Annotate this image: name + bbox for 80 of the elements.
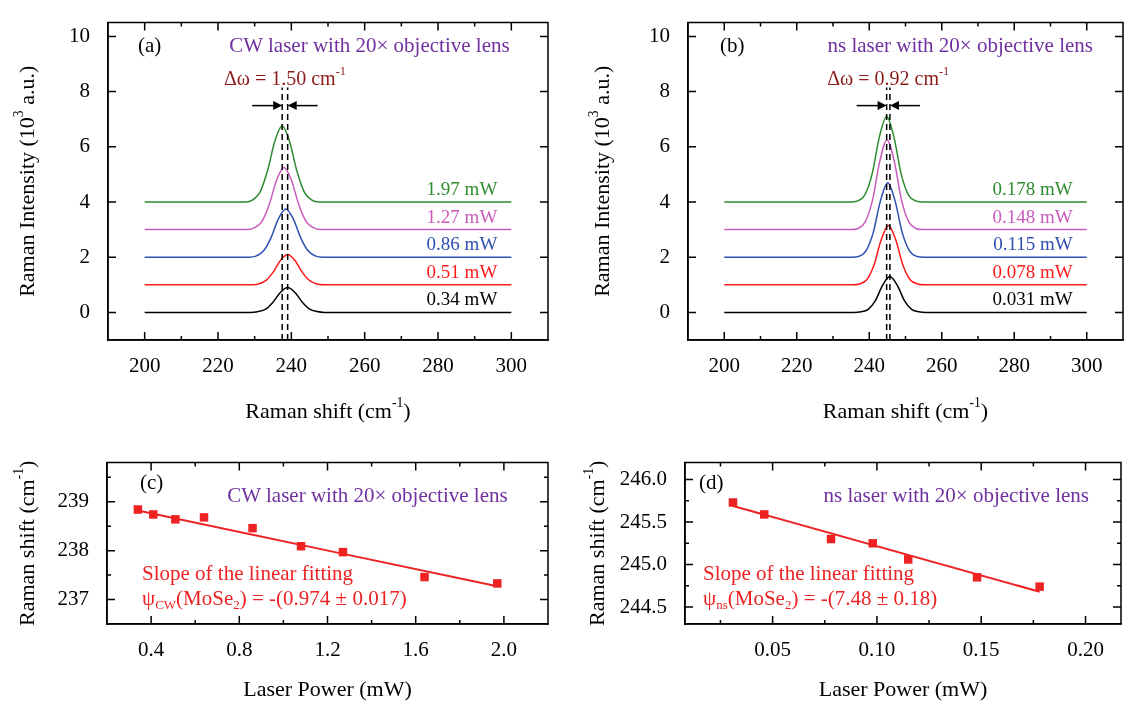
x-tick-label: 1.2: [314, 637, 341, 662]
x-tick-label: 260: [348, 353, 381, 378]
x-tick-label: 200: [128, 353, 161, 378]
y-tick-label: 8: [659, 78, 670, 103]
x-tick-label: 0.20: [1067, 637, 1104, 662]
series-label: 0.115 mW: [993, 232, 1073, 254]
x-tick-label: 280: [998, 353, 1030, 378]
point: [248, 523, 257, 533]
line-series: [723, 224, 1088, 286]
y-tick-label: 244.5: [619, 593, 667, 618]
series-label: 0.148 mW: [992, 205, 1073, 227]
point: [1035, 582, 1044, 591]
y-tick-label: 246.0: [619, 466, 667, 491]
line-series: [143, 208, 513, 258]
x-tick-label: 0.05: [754, 637, 791, 662]
annotation: CW laser with 20× objective lens: [229, 33, 510, 58]
y-tick-label: 245.5: [619, 508, 667, 533]
y-axis-title: Raman shift (cm-1): [581, 460, 609, 626]
x-tick-label: 240: [275, 353, 308, 378]
x-tick-label: 0.10: [858, 637, 896, 662]
x-tick-label: 0.15: [962, 637, 1000, 662]
line-series: [723, 139, 1088, 231]
annotation: (d): [699, 470, 724, 495]
y-tick-label: 2: [79, 243, 90, 268]
y-tick-label: 10: [69, 22, 90, 47]
x-tick-label: 220: [781, 353, 813, 378]
x-tick-label: 280: [422, 353, 454, 378]
series-label: 0.031 mW: [992, 287, 1073, 309]
x-tick-label: 240: [853, 353, 885, 378]
y-tick-label: 10: [649, 22, 670, 47]
x-tick-label: 260: [926, 353, 958, 378]
series-label: 1.97 mW: [426, 177, 498, 199]
x-tick-label: 1.6: [402, 637, 429, 662]
y-tick-label: 0: [659, 298, 670, 323]
y-tick-label: 6: [79, 133, 90, 158]
y-tick-label: 245.0: [619, 551, 667, 576]
y-tick-label: 2: [659, 243, 670, 268]
x-tick-label: 2.0: [490, 637, 518, 662]
y-tick-label: 237: [57, 586, 89, 611]
y-tick-label: 8: [79, 78, 90, 103]
annotation: ns laser with 20× objective lens: [823, 483, 1090, 508]
line-series: [723, 181, 1088, 258]
y-tick-label: 239: [57, 488, 89, 513]
x-axis-title: Laser Power (mW): [243, 675, 412, 701]
line-series: [143, 125, 513, 203]
y-axis-title: Raman Intensity (103 a.u.): [586, 65, 614, 297]
annotation: (b): [720, 33, 745, 58]
y-axis-title: Raman Intensity (103 a.u.): [11, 65, 39, 297]
point: [728, 498, 738, 507]
point: [420, 572, 429, 582]
y-axis-title: Raman shift (cm-1): [11, 460, 39, 626]
annotation: (a): [138, 33, 162, 58]
line-series: [723, 115, 1088, 203]
x-tick-label: 220: [202, 353, 234, 378]
series-label: 0.86 mW: [426, 232, 498, 254]
annotation: Slope of the linear fitting: [703, 561, 915, 586]
line-series: [143, 166, 513, 231]
x-axis-title: Laser Power (mW): [818, 675, 988, 701]
series-label: 0.51 mW: [426, 260, 498, 282]
x-tick-label: 300: [1071, 353, 1103, 378]
y-tick-label: 238: [57, 537, 89, 562]
x-tick-label: 200: [708, 353, 740, 378]
y-tick-label: 0: [79, 298, 90, 323]
y-tick-label: 4: [79, 188, 91, 213]
series-label: 0.34 mW: [426, 287, 498, 309]
y-tick-label: 4: [659, 188, 671, 213]
x-tick-label: 0.8: [226, 637, 253, 662]
y-tick-label: 6: [659, 133, 670, 158]
annotation: CW laser with 20× objective lens: [227, 483, 508, 508]
line-series: [143, 253, 513, 286]
point: [493, 579, 502, 588]
point: [199, 513, 209, 522]
series-label: 1.27 mW: [426, 205, 498, 227]
x-tick-label: 0.4: [137, 637, 165, 662]
series-label: 0.078 mW: [992, 260, 1073, 282]
annotation: Slope of the linear fitting: [142, 561, 354, 586]
annotation: (c): [140, 470, 164, 495]
annotation: ns laser with 20× objective lens: [827, 33, 1094, 58]
series-label: 0.178 mW: [992, 177, 1073, 199]
x-tick-label: 300: [495, 353, 528, 378]
